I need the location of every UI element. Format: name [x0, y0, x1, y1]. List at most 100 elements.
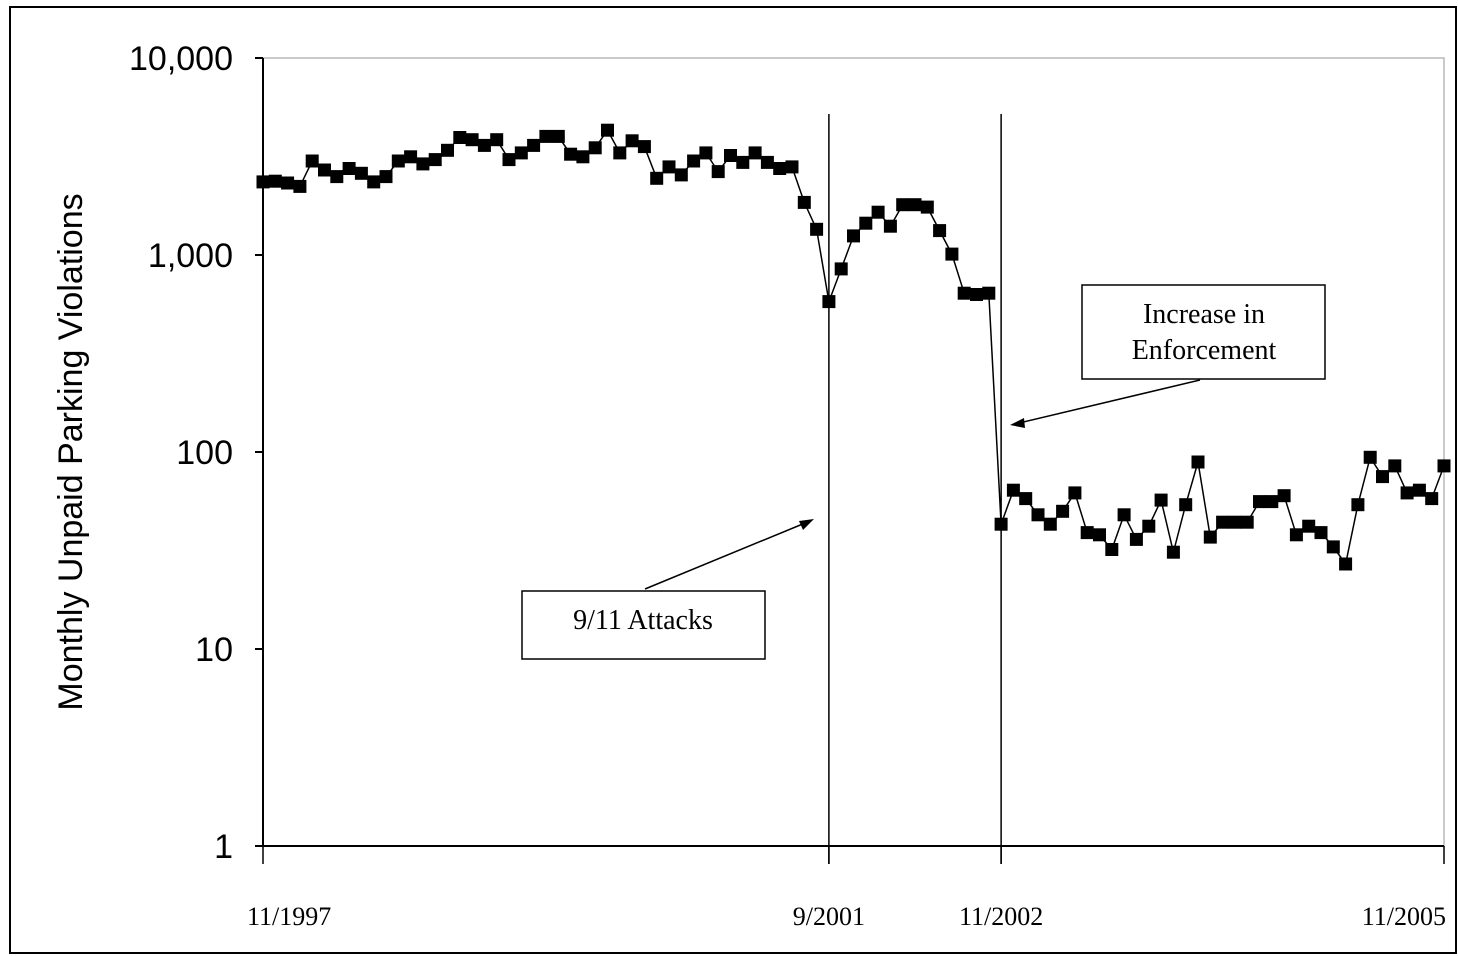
- data-point: [1265, 495, 1279, 509]
- data-point: [970, 288, 983, 301]
- data-point: [1412, 483, 1426, 497]
- data-point: [539, 129, 553, 143]
- data-point: [625, 134, 639, 148]
- annotation-enforcement-text-line-1: Increase in: [1143, 299, 1265, 330]
- data-point: [908, 198, 922, 212]
- data-point: [1142, 519, 1156, 533]
- x-tick-label: 11/1997: [247, 902, 331, 931]
- data-point: [1376, 470, 1389, 484]
- data-point: [293, 179, 307, 193]
- y-tick-label: 1,000: [148, 237, 233, 275]
- data-point: [1154, 493, 1168, 507]
- data-point: [1326, 540, 1340, 554]
- data-point: [871, 205, 885, 219]
- data-point: [281, 176, 295, 190]
- data-point: [957, 286, 971, 300]
- annotation-enforcement-box: [1081, 284, 1326, 380]
- event-lines: [828, 114, 1002, 864]
- data-point: [773, 162, 787, 175]
- data-point: [514, 146, 528, 160]
- data-point: [1339, 557, 1353, 571]
- data-point: [687, 154, 701, 168]
- data-point: [391, 154, 405, 168]
- annotation-911-arrowhead: [799, 519, 814, 530]
- data-point: [674, 168, 688, 182]
- data-point: [490, 133, 504, 147]
- data-point: [920, 200, 934, 214]
- data-point: [1425, 492, 1439, 506]
- data-point: [330, 170, 344, 184]
- data-point: [1289, 528, 1303, 542]
- data-point: [1363, 450, 1377, 464]
- data-point: [1129, 532, 1143, 546]
- data-point: [465, 133, 479, 147]
- data-point: [699, 146, 713, 160]
- data-point: [748, 146, 762, 160]
- data-point: [1179, 498, 1193, 512]
- data-point: [994, 517, 1008, 531]
- data-point: [810, 222, 824, 236]
- data-point: [1093, 528, 1106, 542]
- data-point: [1080, 526, 1094, 540]
- data-point: [1117, 508, 1131, 522]
- annotation-911-arrow: [644, 520, 811, 590]
- data-point: [1437, 459, 1451, 473]
- data-point: [785, 160, 799, 174]
- data-point: [822, 295, 836, 309]
- data-point: [1216, 515, 1230, 529]
- data-point: [1314, 526, 1328, 540]
- data-point: [268, 174, 282, 188]
- data-point: [441, 143, 454, 157]
- data-point: [256, 175, 270, 189]
- x-tick-label: 11/2005: [1362, 902, 1446, 931]
- data-point: [711, 165, 725, 179]
- data-point: [1277, 489, 1291, 503]
- data-point: [847, 229, 860, 243]
- data-point: [1006, 483, 1020, 497]
- data-point: [1240, 515, 1254, 529]
- data-point: [601, 123, 614, 137]
- data-point: [945, 247, 959, 261]
- data-point: [982, 286, 996, 300]
- data-point: [933, 224, 947, 238]
- annotation-enforcement-arrow: [1014, 379, 1201, 425]
- data-point: [1203, 530, 1217, 544]
- data-point: [1105, 543, 1119, 556]
- data-point: [453, 131, 467, 144]
- data-point: [736, 155, 750, 169]
- data-point: [1400, 486, 1414, 500]
- data-point: [1253, 495, 1266, 509]
- annotation-911: 9/11 Attacks: [521, 519, 814, 660]
- annotation-enforcement-text-line-2: Enforcement: [1132, 335, 1277, 366]
- data-point: [1031, 508, 1045, 522]
- data-point: [760, 155, 774, 169]
- data-point: [551, 129, 565, 143]
- annotation-enforcement: Increase in Enforcement: [1010, 284, 1326, 428]
- data-point: [564, 147, 578, 161]
- data-point: [428, 153, 442, 167]
- data-point: [613, 146, 627, 160]
- data-point: [637, 140, 651, 154]
- data-point: [1191, 455, 1205, 469]
- data-point: [650, 171, 664, 185]
- data-point: [1302, 519, 1316, 533]
- y-tick-label: 10,000: [129, 40, 233, 78]
- data-point: [1351, 498, 1365, 512]
- y-tick-label: 100: [176, 434, 233, 472]
- data-point: [1388, 459, 1402, 473]
- data-point: [1228, 515, 1242, 529]
- data-point: [416, 157, 430, 171]
- data-point: [477, 138, 491, 152]
- data-point: [318, 163, 331, 177]
- data-point: [1043, 517, 1057, 531]
- data-point: [305, 154, 319, 168]
- data-point: [588, 141, 602, 155]
- data-point: [379, 170, 393, 184]
- data-point: [896, 198, 910, 212]
- data-point: [576, 150, 590, 164]
- outer-border: [9, 6, 1457, 954]
- y-tick-label: 10: [195, 631, 233, 669]
- x-tick-label: 9/2001: [793, 902, 865, 931]
- y-tick-label: 1: [214, 828, 233, 866]
